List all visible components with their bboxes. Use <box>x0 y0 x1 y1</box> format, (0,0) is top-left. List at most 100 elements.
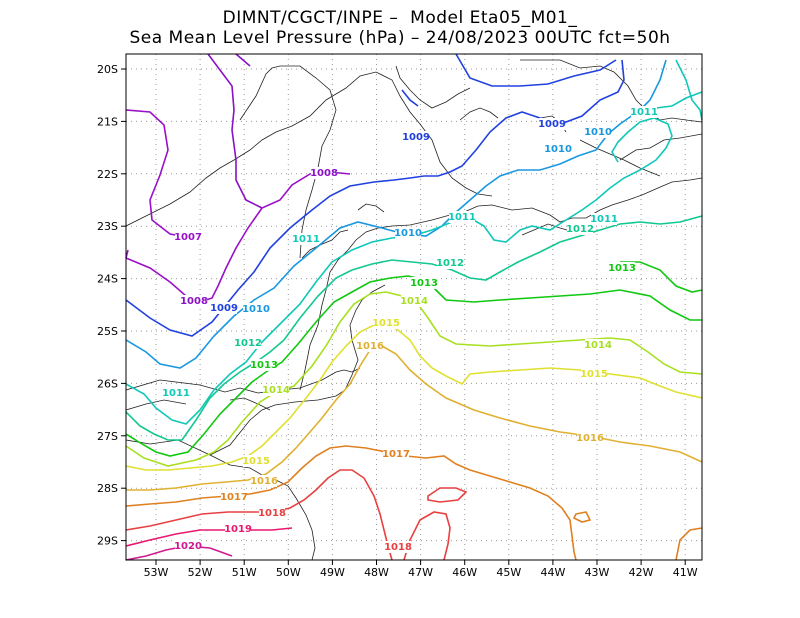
isobar-label-bg <box>631 106 657 118</box>
isobar-label: 1010 <box>394 228 422 239</box>
isobar-label: 1014 <box>262 385 290 396</box>
lon-tick-label: 53W <box>144 566 169 579</box>
isobar-label: 1007 <box>174 232 202 243</box>
isobar-label-bg <box>175 540 201 552</box>
map-frame <box>125 53 703 561</box>
axis-ticks: 53W 52W 51W 50W 49W 48W 47W 46W 45W 44W 43W 42W 41W 2… <box>97 63 698 579</box>
lon-tick-label: 41W <box>673 566 698 579</box>
isobar-label: 1019 <box>224 524 252 535</box>
lat-tick-label: 27S <box>97 430 118 443</box>
isobar-label-bg <box>357 340 383 352</box>
isobar-label-bg <box>243 455 269 467</box>
isobar-label-bg <box>585 126 611 138</box>
isobar-label-bg <box>263 384 289 396</box>
lat-tick-label: 26S <box>97 377 118 390</box>
isobar-label-bg <box>585 339 611 351</box>
isobar-label-bg <box>175 231 201 243</box>
isobar-label-bg <box>449 211 475 223</box>
isobar-label-bg <box>437 257 463 269</box>
lon-tick-label: 50W <box>276 566 301 579</box>
lat-tick-label: 23S <box>97 220 118 233</box>
isobar-label-bg <box>293 233 319 245</box>
isobar-label-bg <box>221 491 247 503</box>
isobar-label-bg <box>225 523 251 535</box>
isobar-label-bg <box>311 167 337 179</box>
isobar-label: 1018 <box>384 542 412 553</box>
isobar-label: 1008 <box>180 296 208 307</box>
map-subtitle: Sea Mean Level Pressure (hPa) – 24/08/20… <box>129 28 671 48</box>
lat-tick-label: 24S <box>97 273 118 286</box>
isobar-label-bg <box>251 475 277 487</box>
isobar-label: 1009 <box>402 132 430 143</box>
isobar-labels: 1007100810081009100910091010101010101010… <box>162 106 658 553</box>
isobar-label: 1011 <box>590 214 618 225</box>
isobar-label-bg <box>567 223 593 235</box>
isobar-label: 1013 <box>250 360 278 371</box>
map-title: DIMNT/CGCT/INPE – Model Eta05_M01_ <box>222 8 578 28</box>
lon-tick-label: 45W <box>496 566 521 579</box>
isobar-label: 1010 <box>584 127 612 138</box>
lat-tick-label: 25S <box>97 325 118 338</box>
isobar-label: 1012 <box>234 338 262 349</box>
isobar-label-bg <box>401 295 427 307</box>
lat-tick-label: 29S <box>97 535 118 548</box>
isobar-label: 1017 <box>382 449 410 460</box>
lat-tick-label: 20S <box>97 63 118 76</box>
isobar-label: 1016 <box>250 476 278 487</box>
isobar-label: 1011 <box>448 212 476 223</box>
isobar-label-bg <box>211 302 237 314</box>
isobar-label-bg <box>235 337 261 349</box>
isobar-label-bg <box>383 448 409 460</box>
isobar-label-bg <box>243 303 269 315</box>
isobar-label-bg <box>591 213 617 225</box>
isobar-label-bg <box>539 118 565 130</box>
isobar-label-bg <box>411 277 437 289</box>
isobar-label: 1011 <box>630 107 658 118</box>
isobar-label: 1013 <box>608 263 636 274</box>
isobar-label: 1016 <box>576 433 604 444</box>
lon-tick-label: 51W <box>232 566 257 579</box>
isobar-label: 1016 <box>356 341 384 352</box>
lon-tick-label: 44W <box>540 566 565 579</box>
isobar-label: 1010 <box>242 304 270 315</box>
isobar-label: 1013 <box>410 278 438 289</box>
isobar-label-bg <box>403 131 429 143</box>
isobar-label: 1009 <box>538 119 566 130</box>
isobar-label: 1012 <box>436 258 464 269</box>
lon-tick-label: 47W <box>408 566 433 579</box>
lon-tick-label: 43W <box>585 566 610 579</box>
isobar-label-bg <box>385 541 411 553</box>
isobar-label: 1015 <box>242 456 270 467</box>
lat-tick-label: 21S <box>97 115 118 128</box>
lon-tick-label: 52W <box>188 566 213 579</box>
isobar-label: 1014 <box>400 296 428 307</box>
isobar-label-bg <box>259 507 285 519</box>
isobar-label: 1017 <box>220 492 248 503</box>
isobar-label: 1008 <box>310 168 338 179</box>
isobar-label: 1009 <box>210 303 238 314</box>
isobar-label: 1010 <box>544 144 572 155</box>
isobar-label-bg <box>581 368 607 380</box>
lon-tick-label: 42W <box>629 566 654 579</box>
isobar-label-bg <box>395 227 421 239</box>
isobar-label-bg <box>609 262 635 274</box>
isobar-label: 1015 <box>580 369 608 380</box>
isobar-label: 1015 <box>372 318 400 329</box>
lon-tick-label: 49W <box>320 566 345 579</box>
isobar-label-bg <box>373 317 399 329</box>
isobar-label-bg <box>163 387 189 399</box>
lon-tick-label: 46W <box>452 566 477 579</box>
isobar-label: 1012 <box>566 224 594 235</box>
isobar-label: 1011 <box>162 388 190 399</box>
isobar-label: 1011 <box>292 234 320 245</box>
isobar-label: 1014 <box>584 340 612 351</box>
isobar-label-bg <box>577 432 603 444</box>
lat-tick-label: 28S <box>97 482 118 495</box>
isobar-label: 1020 <box>174 541 202 552</box>
lon-tick-label: 48W <box>364 566 389 579</box>
isobar-label-bg <box>545 143 571 155</box>
isobar-label-bg <box>181 295 207 307</box>
isobar-label-bg <box>251 359 277 371</box>
lat-tick-label: 22S <box>97 168 118 181</box>
